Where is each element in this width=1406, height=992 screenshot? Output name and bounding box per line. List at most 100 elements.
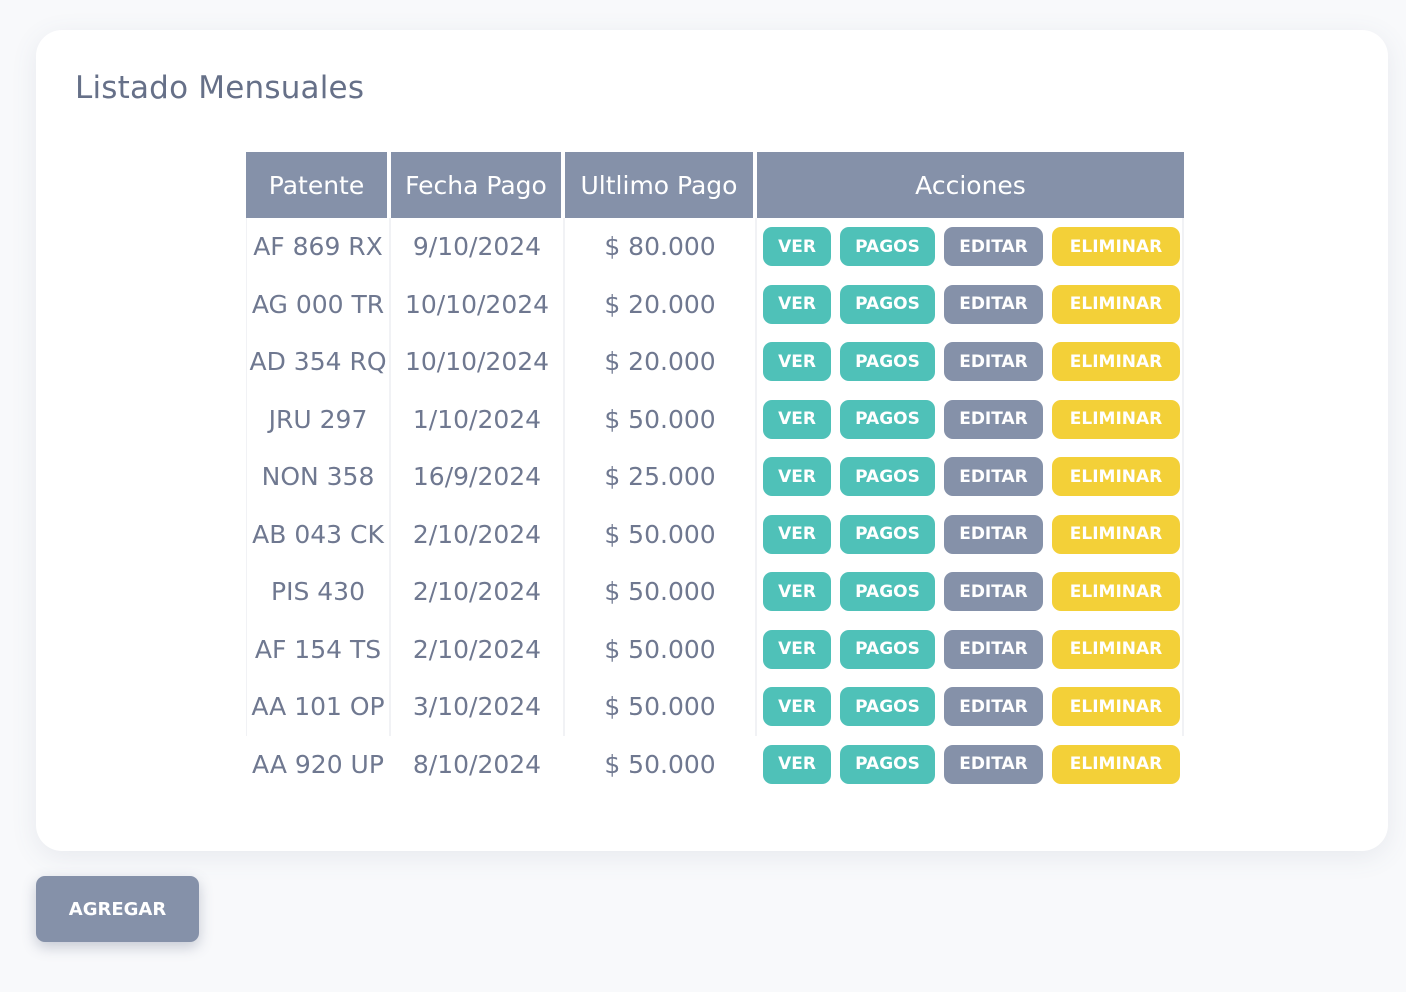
cell-acciones: VER PAGOS EDITAR ELIMINAR [757, 218, 1184, 276]
editar-button[interactable]: EDITAR [944, 744, 1043, 784]
pagos-button[interactable]: PAGOS [840, 629, 935, 669]
editar-button[interactable]: EDITAR [944, 457, 1043, 497]
eliminar-button[interactable]: ELIMINAR [1052, 457, 1180, 497]
ver-button[interactable]: VER [763, 399, 831, 439]
table-row: AA 101 OP 3/10/2024 $ 50.000 VER PAGOS E… [246, 678, 1184, 736]
eliminar-button[interactable]: ELIMINAR [1052, 514, 1180, 554]
page-title: Listado Mensuales [75, 70, 365, 106]
pagos-button[interactable]: PAGOS [840, 457, 935, 497]
cell-patente: AF 869 RX [246, 218, 391, 276]
ver-button[interactable]: VER [763, 514, 831, 554]
cell-fecha-pago: 10/10/2024 [391, 275, 565, 333]
cell-fecha-pago: 8/10/2024 [412, 749, 542, 779]
cell-fecha-pago: 2/10/2024 [391, 620, 565, 678]
pagos-button[interactable]: PAGOS [840, 744, 935, 784]
table-body: AF 869 RX 9/10/2024 $ 80.000 VER PAGOS E… [246, 218, 1184, 793]
ver-button[interactable]: VER [763, 744, 831, 784]
eliminar-button[interactable]: ELIMINAR [1052, 572, 1180, 612]
row-actions: VER PAGOS EDITAR ELIMINAR [757, 514, 1182, 554]
eliminar-button[interactable]: ELIMINAR [1052, 227, 1180, 267]
cell-patente: JRU 297 [246, 390, 391, 448]
cell-patente: PIS 430 [246, 563, 391, 621]
table-row: JRU 297 1/10/2024 $ 50.000 VER PAGOS EDI… [246, 390, 1184, 448]
row-actions: VER PAGOS EDITAR ELIMINAR [757, 687, 1182, 727]
pagos-button[interactable]: PAGOS [840, 399, 935, 439]
table-header: Patente Fecha Pago Ultlimo Pago Acciones [246, 152, 1184, 218]
cell-patente: AA 101 OP [246, 678, 391, 736]
ver-button[interactable]: VER [763, 629, 831, 669]
eliminar-button[interactable]: ELIMINAR [1052, 399, 1180, 439]
cell-fecha-pago: 16/9/2024 [391, 448, 565, 506]
row-actions: VER PAGOS EDITAR ELIMINAR [757, 629, 1182, 669]
column-header-ultimo-pago: Ultlimo Pago [565, 152, 757, 218]
cell-ultimo-pago: $ 50.000 [565, 563, 757, 621]
cell-acciones: VER PAGOS EDITAR ELIMINAR [757, 736, 1184, 794]
row-actions: VER PAGOS EDITAR ELIMINAR [757, 744, 1182, 784]
cell-patente: AB 043 CK [246, 505, 391, 563]
eliminar-button[interactable]: ELIMINAR [1052, 687, 1180, 727]
cell-acciones: VER PAGOS EDITAR ELIMINAR [757, 620, 1184, 678]
editar-button[interactable]: EDITAR [944, 572, 1043, 612]
pagos-button[interactable]: PAGOS [840, 572, 935, 612]
cell-ultimo-pago: $ 80.000 [565, 218, 757, 276]
listing-card: Listado Mensuales Patente Fecha Pago Ult… [36, 30, 1388, 851]
ver-button[interactable]: VER [763, 227, 831, 267]
editar-button[interactable]: EDITAR [944, 687, 1043, 727]
column-header-patente: Patente [246, 152, 391, 218]
table-row: NON 358 16/9/2024 $ 25.000 VER PAGOS EDI… [246, 448, 1184, 506]
editar-button[interactable]: EDITAR [944, 629, 1043, 669]
ver-button[interactable]: VER [763, 457, 831, 497]
row-actions: VER PAGOS EDITAR ELIMINAR [757, 457, 1182, 497]
ver-button[interactable]: VER [763, 687, 831, 727]
cell-acciones: VER PAGOS EDITAR ELIMINAR [757, 333, 1184, 391]
column-header-fecha-pago: Fecha Pago [391, 152, 565, 218]
cell-acciones: VER PAGOS EDITAR ELIMINAR [757, 563, 1184, 621]
table-row: AF 869 RX 9/10/2024 $ 80.000 VER PAGOS E… [246, 218, 1184, 276]
cell-fecha-pago: 2/10/2024 [391, 505, 565, 563]
add-button[interactable]: AGREGAR [36, 876, 199, 942]
pagos-button[interactable]: PAGOS [840, 342, 935, 382]
table-row: AB 043 CK 2/10/2024 $ 50.000 VER PAGOS E… [246, 505, 1184, 563]
row-actions: VER PAGOS EDITAR ELIMINAR [757, 227, 1182, 267]
eliminar-button[interactable]: ELIMINAR [1052, 342, 1180, 382]
eliminar-button[interactable]: ELIMINAR [1052, 629, 1180, 669]
cell-fecha-pago: 2/10/2024 [391, 563, 565, 621]
cell-ultimo-pago: $ 50.000 [604, 749, 716, 779]
ver-button[interactable]: VER [763, 284, 831, 324]
cell-acciones: VER PAGOS EDITAR ELIMINAR [757, 390, 1184, 448]
table-row: AD 354 RQ 10/10/2024 $ 20.000 VER PAGOS … [246, 333, 1184, 391]
cell-acciones: VER PAGOS EDITAR ELIMINAR [757, 678, 1184, 736]
cell-acciones: VER PAGOS EDITAR ELIMINAR [757, 275, 1184, 333]
table-row: AG 000 TR 10/10/2024 $ 20.000 VER PAGOS … [246, 275, 1184, 333]
cell-ultimo-pago: $ 20.000 [565, 275, 757, 333]
ver-button[interactable]: VER [763, 342, 831, 382]
mensuales-table: Patente Fecha Pago Ultlimo Pago Acciones… [246, 152, 1184, 793]
editar-button[interactable]: EDITAR [944, 284, 1043, 324]
header-row: Patente Fecha Pago Ultlimo Pago Acciones [246, 152, 1184, 218]
cell-fecha-pago: 9/10/2024 [391, 218, 565, 276]
pagos-button[interactable]: PAGOS [840, 687, 935, 727]
eliminar-button[interactable]: ELIMINAR [1052, 284, 1180, 324]
cell-ultimo-pago: $ 20.000 [565, 333, 757, 391]
cell-ultimo-pago: $ 25.000 [565, 448, 757, 506]
row-actions: VER PAGOS EDITAR ELIMINAR [757, 572, 1182, 612]
cell-ultimo-pago: $ 50.000 [565, 505, 757, 563]
cell-acciones: VER PAGOS EDITAR ELIMINAR [757, 505, 1184, 563]
editar-button[interactable]: EDITAR [944, 514, 1043, 554]
cell-fecha-pago: 10/10/2024 [391, 333, 565, 391]
ver-button[interactable]: VER [763, 572, 831, 612]
editar-button[interactable]: EDITAR [944, 227, 1043, 267]
eliminar-button[interactable]: ELIMINAR [1052, 744, 1180, 784]
cell-acciones: VER PAGOS EDITAR ELIMINAR [757, 448, 1184, 506]
pagos-button[interactable]: PAGOS [840, 284, 935, 324]
cell-ultimo-pago: $ 50.000 [565, 620, 757, 678]
editar-button[interactable]: EDITAR [944, 342, 1043, 382]
pagos-button[interactable]: PAGOS [840, 227, 935, 267]
cell-patente: AD 354 RQ [246, 333, 391, 391]
cell-patente: AF 154 TS [246, 620, 391, 678]
cell-fecha-pago: 1/10/2024 [391, 390, 565, 448]
cell-patente: AG 000 TR [246, 275, 391, 333]
pagos-button[interactable]: PAGOS [840, 514, 935, 554]
table-row: AF 154 TS 2/10/2024 $ 50.000 VER PAGOS E… [246, 620, 1184, 678]
editar-button[interactable]: EDITAR [944, 399, 1043, 439]
